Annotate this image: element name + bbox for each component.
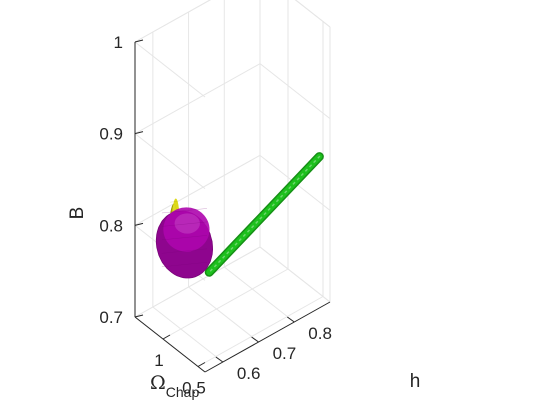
- grid-line-z: [134, 41, 206, 98]
- axes-lines: [134, 39, 331, 373]
- x-axis-label-main: Ω: [150, 372, 166, 394]
- grid-line-z: [134, 63, 261, 135]
- grid-line-y: [188, 286, 259, 343]
- grid-line-z: [134, 133, 206, 190]
- grid-line-y: [152, 306, 224, 363]
- surfaces: [155, 152, 324, 279]
- magenta-ellipsoid-surface-mesh: [161, 262, 207, 268]
- z-tick-mark: [134, 131, 144, 135]
- y-tick-label: 0.7: [273, 344, 297, 363]
- magenta-ellipsoid-surface-mesh: [161, 208, 207, 214]
- z-tick-mark: [134, 314, 144, 318]
- y-tick-label: 0.6: [237, 364, 261, 383]
- y-tick-mark: [251, 336, 259, 343]
- grid-line-z: [259, 246, 331, 303]
- z-tick-label: 1: [114, 33, 123, 52]
- x-axis-label: ΩChap: [150, 372, 199, 400]
- grid-line-x: [162, 268, 289, 340]
- tick-labels: 0.7 0.8 0.9 1 1 0.5 0.6 0.7 0.8: [99, 33, 332, 398]
- z-tick-mark: [134, 39, 144, 43]
- yellow-ellipsoid-surface-mesh: [170, 201, 178, 203]
- magenta-ellipsoid-surface-specular: [174, 213, 200, 234]
- grid-line-x: [197, 296, 324, 367]
- y-axis-label: h: [410, 371, 421, 392]
- z-tick-mark: [134, 222, 144, 226]
- y-tick-mark: [286, 316, 295, 323]
- z-tick-label: 0.7: [99, 308, 123, 327]
- x-axis-line: [134, 316, 206, 373]
- x-axis-label-sub: Chap: [166, 384, 200, 400]
- y-tick-mark: [215, 356, 224, 363]
- x-tick-label: 1: [154, 351, 163, 370]
- grid-line: [134, 0, 212, 43]
- grid-line-z: [294, 0, 331, 28]
- grid-line-z: [134, 246, 261, 318]
- green-tube-highlight: [209, 155, 321, 272]
- z-axis-label: B: [67, 207, 88, 220]
- y-axis-line: [204, 301, 331, 373]
- z-tick-label: 0.8: [99, 216, 123, 235]
- axes-grid: [134, 0, 331, 373]
- grid-line-z: [259, 63, 331, 120]
- x-tick-label: 0.5: [182, 379, 206, 398]
- grid-line-z: [134, 154, 261, 226]
- y-tick-label: 0.8: [308, 324, 332, 343]
- z-tick-label: 0.9: [99, 125, 123, 144]
- grid-line-y: [223, 266, 295, 323]
- magenta-ellipsoid-surface-mesh: [161, 221, 207, 227]
- magenta-ellipsoid-surface-mesh: [161, 248, 207, 254]
- grid-line: [294, 0, 331, 28]
- magenta-ellipsoid-surface-mesh: [161, 235, 207, 241]
- grid-line-z: [134, 0, 212, 43]
- x-tick-mark: [162, 334, 171, 340]
- x-tick-mark: [197, 362, 206, 367]
